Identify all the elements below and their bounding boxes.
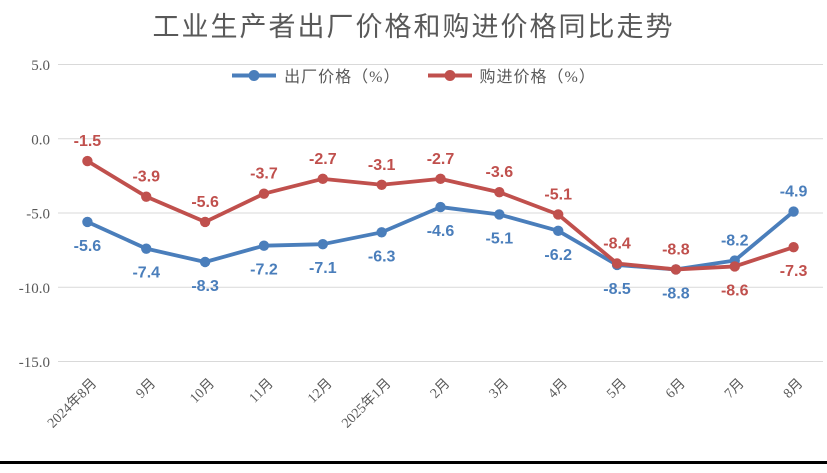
data-label: -3.6 (486, 164, 514, 181)
data-point (199, 216, 211, 228)
data-point (552, 209, 564, 220)
data-point (435, 201, 446, 213)
data-point (82, 155, 93, 167)
data-point (141, 243, 152, 254)
data-point (258, 188, 270, 199)
data-point (670, 264, 682, 275)
data-point (494, 187, 505, 198)
data-point (376, 227, 387, 238)
data-label: -3.7 (250, 166, 278, 183)
legend-item-purchase-price[interactable]: 购进价格（%） (427, 63, 596, 87)
data-point (552, 225, 564, 237)
data-point (435, 173, 446, 185)
legend: 出厂价格（%） 购进价格（%） (0, 63, 827, 87)
data-label: -1.5 (74, 133, 102, 150)
data-point (788, 206, 799, 217)
x-axis-label: 11月 (246, 376, 277, 407)
y-axis-tick-label: -5.0 (26, 207, 50, 223)
data-label: -8.3 (191, 278, 219, 295)
data-point (258, 240, 270, 251)
data-point (199, 256, 211, 268)
x-axis-label: 5月 (604, 376, 630, 402)
x-axis-label: 10月 (187, 376, 218, 407)
data-point (611, 258, 623, 269)
legend-dot-red (444, 69, 455, 81)
legend-label-factory-price: 出厂价格（%） (284, 69, 401, 86)
data-point (376, 179, 387, 190)
data-label: -8.5 (603, 281, 631, 298)
x-axis-label: 8月 (780, 376, 806, 402)
legend-line-marker-icon (427, 69, 472, 81)
y-axis-tick-label: -15.0 (19, 355, 50, 371)
legend-dot-blue (248, 69, 260, 81)
data-point (494, 209, 505, 220)
data-label: -5.6 (191, 194, 219, 211)
x-axis-label: 9月 (133, 376, 159, 402)
data-label: -7.3 (780, 263, 808, 280)
x-axis-label: 7月 (721, 376, 747, 402)
x-axis-label: 4月 (545, 376, 571, 402)
data-label: -8.2 (721, 233, 749, 250)
data-label: -5.1 (544, 186, 572, 203)
data-label: -5.1 (486, 230, 514, 247)
data-label: -6.2 (544, 247, 572, 264)
data-label: -8.4 (603, 235, 631, 252)
y-axis-tick-label: 5.0 (31, 58, 50, 74)
data-label: -7.1 (309, 260, 337, 277)
chart-title: 工业生产者出厂价格和购进价格同比走势 (152, 12, 675, 42)
data-point (82, 216, 93, 228)
data-label: -2.7 (427, 151, 455, 168)
data-label: -3.9 (132, 169, 160, 186)
legend-label-purchase-price: 购进价格（%） (479, 69, 596, 86)
data-point (788, 241, 799, 253)
data-label: -8.8 (662, 241, 690, 258)
data-point (317, 173, 329, 185)
x-axis-label: 3月 (486, 376, 512, 402)
data-label: -4.6 (427, 223, 455, 240)
legend-line-marker-icon (232, 69, 277, 81)
data-point (729, 261, 740, 272)
y-axis-tick-label: -10.0 (19, 281, 50, 297)
x-axis-label: 2024年8月 (44, 376, 100, 432)
bottom-border-line (0, 461, 827, 464)
data-label: -6.3 (368, 248, 396, 265)
x-axis-label: 6月 (663, 376, 689, 402)
data-point (141, 191, 152, 202)
x-axis-label: 2025年1月 (339, 376, 395, 432)
data-label: -2.7 (309, 151, 337, 168)
data-label: -4.9 (780, 184, 808, 201)
y-axis-tick-label: 0.0 (31, 132, 50, 148)
x-axis-label: 12月 (305, 376, 336, 407)
data-label: -7.4 (132, 265, 160, 282)
data-label: -8.8 (662, 285, 690, 302)
legend-item-factory-price[interactable]: 出厂价格（%） (231, 63, 400, 87)
data-label: -8.6 (721, 282, 749, 299)
data-point (317, 238, 329, 250)
data-label: -5.6 (74, 238, 102, 255)
data-label: -7.2 (250, 262, 278, 279)
x-axis-label: 2月 (427, 376, 453, 402)
data-label: -3.1 (368, 157, 396, 174)
